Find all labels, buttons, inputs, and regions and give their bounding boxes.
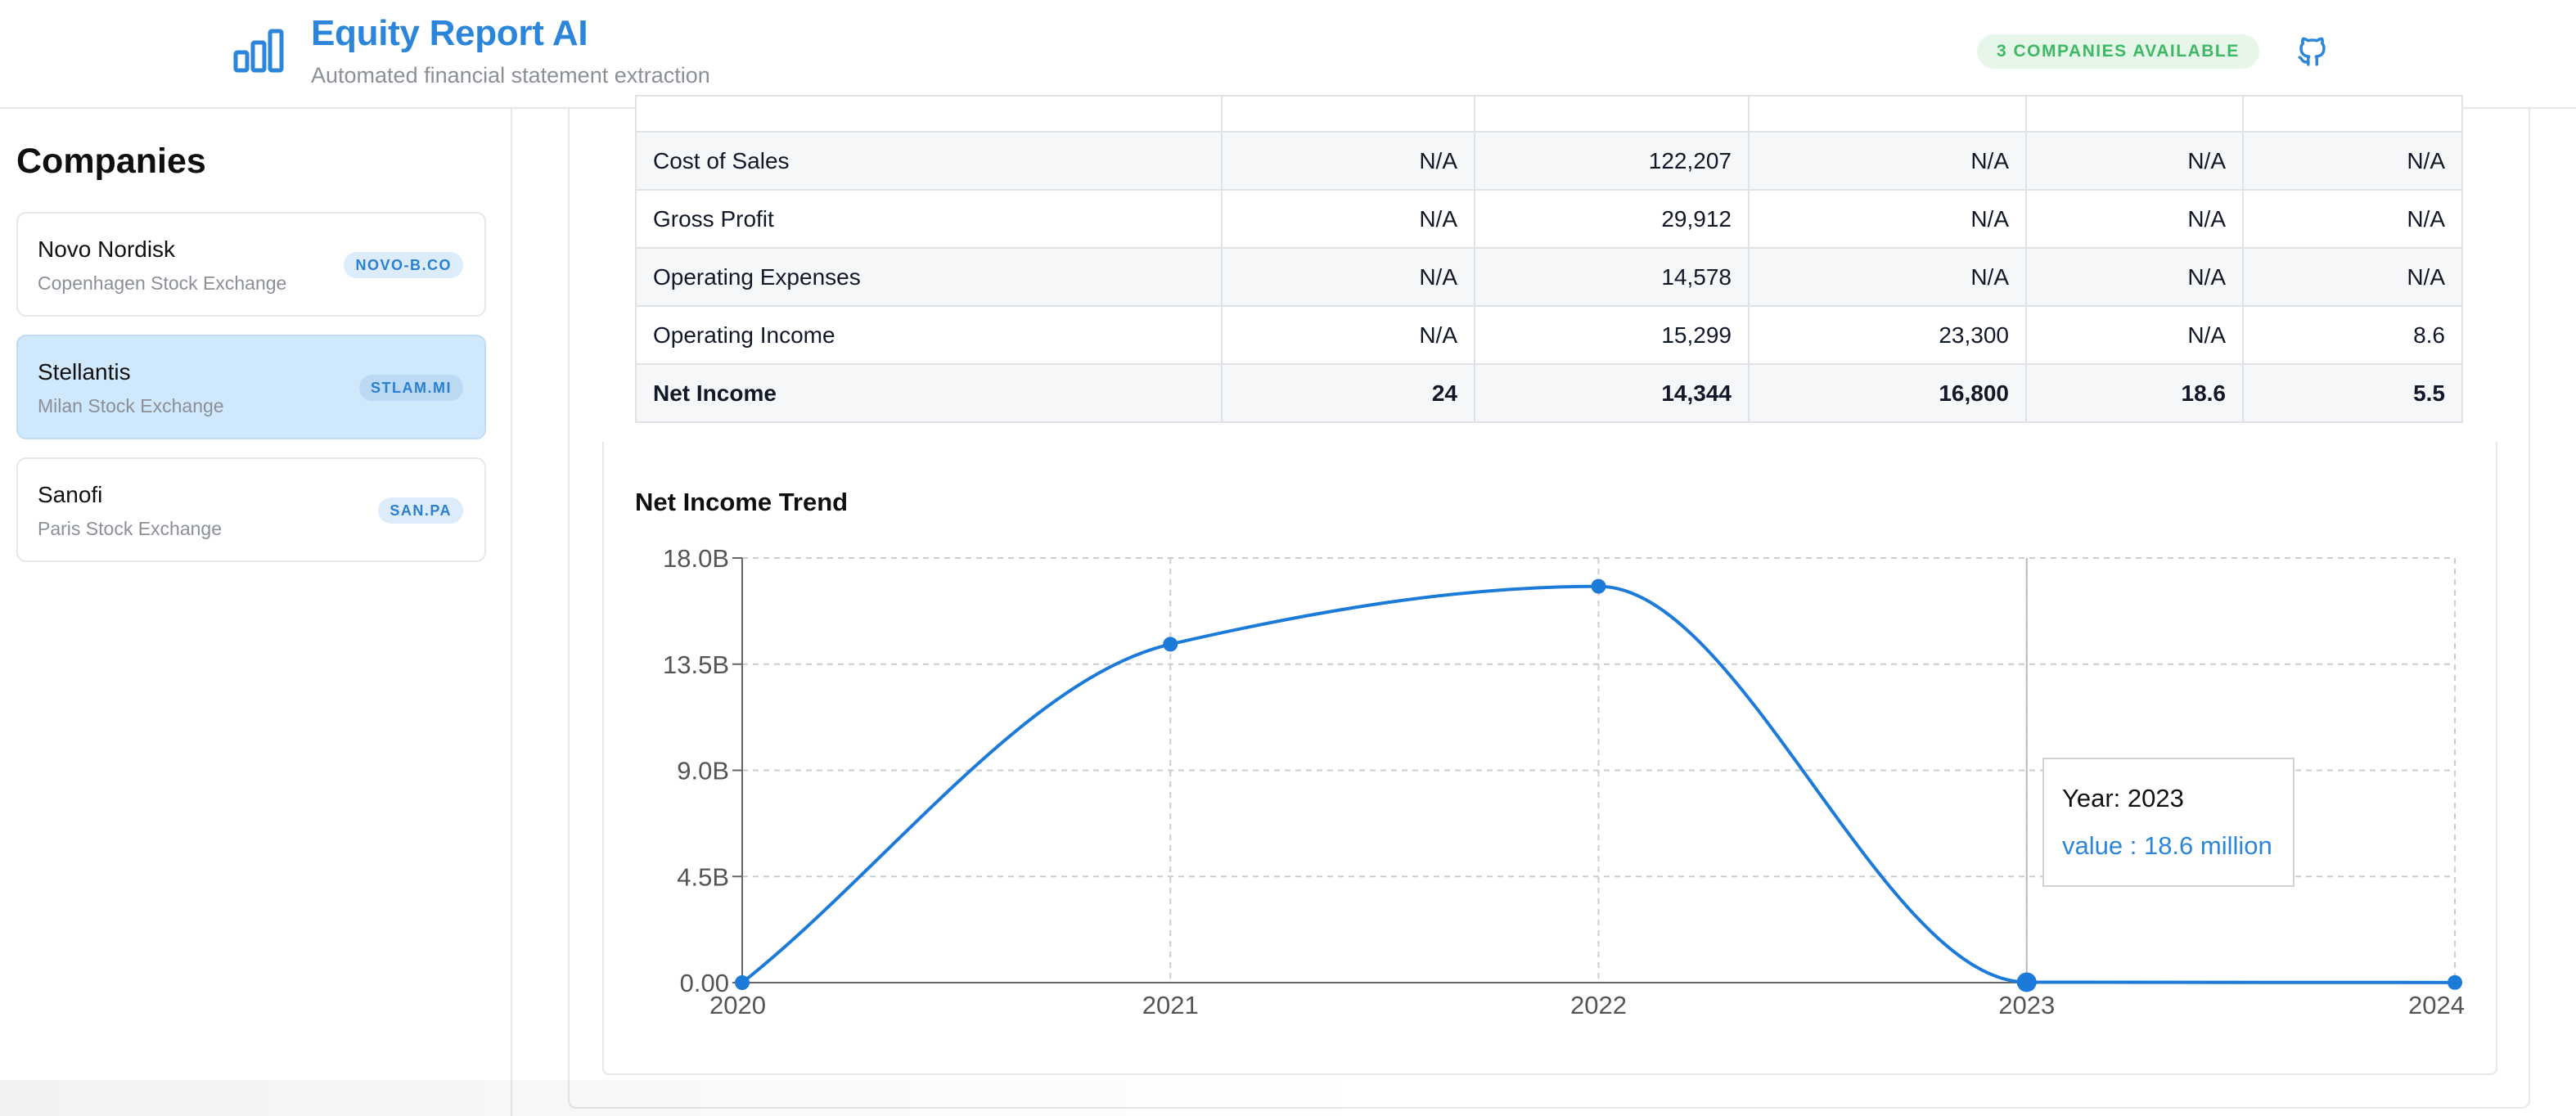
company-name: Stellantis [38,359,131,385]
ticker-badge: NOVO-B.CO [344,252,463,278]
company-exchange: Copenhagen Stock Exchange [38,272,287,294]
app-header: Equity Report AI Automated financial sta… [0,0,2576,109]
value-cell [2242,95,2463,133]
chart-title: Net Income Trend [635,488,849,516]
company-name: Sanofi [38,482,103,507]
companies-sidebar: Companies Novo Nordisk Copenhagen Stock … [0,109,512,1116]
value-cell: N/A [1221,305,1475,365]
value-cell: 5.5 [2242,363,2463,423]
table-row: Cost of Sales N/A 122,207 N/A N/A N/A [635,131,2463,191]
value-cell: N/A [2242,189,2463,249]
value-cell [1474,95,1750,133]
value-cell: N/A [1221,131,1475,191]
value-cell: N/A [1748,247,2027,307]
value-cell: 14,578 [1474,247,1750,307]
value-cell: 23,300 [1748,305,2027,365]
app-title: Equity Report AI [311,13,588,53]
value-cell [1221,95,1475,133]
chart-card [602,442,2497,1075]
value-cell: 18.6 [2025,363,2244,423]
value-cell: N/A [2025,247,2244,307]
metric-cell: Cost of Sales [635,131,1223,191]
chart-tooltip: Year: 2023 value : 18.6 million [2042,758,2295,887]
value-cell: 16,800 [1748,363,2027,423]
app-subtitle: Automated financial statement extraction [311,63,710,88]
table-row: Operating Income N/A 15,299 23,300 N/A 8… [635,305,2463,365]
value-cell: N/A [1748,131,2027,191]
value-cell: 8.6 [2242,305,2463,365]
company-exchange: Milan Stock Exchange [38,395,224,416]
table-row-total: Net Income 24 14,344 16,800 18.6 5.5 [635,363,2463,423]
financials-table: Cost of Sales N/A 122,207 N/A N/A N/A Gr… [635,95,2463,423]
tooltip-value: value : 18.6 million [2062,831,2272,860]
report-panel [568,109,2530,1109]
value-cell: N/A [2025,189,2244,249]
company-exchange: Paris Stock Exchange [38,518,223,539]
company-card-sanofi[interactable]: Sanofi Paris Stock Exchange SAN.PA [16,457,486,562]
company-card-stellantis[interactable]: Stellantis Milan Stock Exchange STLAM.MI [16,335,486,439]
value-cell: N/A [1221,247,1475,307]
table-row: Operating Expenses N/A 14,578 N/A N/A N/… [635,247,2463,307]
bar-chart-icon [233,29,284,73]
table-row [635,95,2463,133]
metric-cell: Gross Profit [635,189,1223,249]
bottom-scroll-shade [0,1080,1391,1116]
value-cell: N/A [2025,131,2244,191]
company-card-novo-nordisk[interactable]: Novo Nordisk Copenhagen Stock Exchange N… [16,212,486,317]
ticker-badge: STLAM.MI [359,375,463,401]
value-cell: 14,344 [1474,363,1750,423]
value-cell: 29,912 [1474,189,1750,249]
metric-cell: Operating Income [635,305,1223,365]
metric-cell [635,95,1223,133]
metric-cell: Operating Expenses [635,247,1223,307]
value-cell: N/A [1221,189,1475,249]
company-name: Novo Nordisk [38,236,176,262]
value-cell [1748,95,2027,133]
value-cell: 24 [1221,363,1475,423]
companies-count-badge: 3 COMPANIES AVAILABLE [1977,34,2259,69]
table-row: Gross Profit N/A 29,912 N/A N/A N/A [635,189,2463,249]
value-cell: N/A [2242,131,2463,191]
value-cell [2025,95,2244,133]
github-icon[interactable] [2295,34,2330,69]
sidebar-title: Companies [16,142,206,181]
value-cell: N/A [2025,305,2244,365]
value-cell: 15,299 [1474,305,1750,365]
tooltip-title: Year: 2023 [2062,784,2184,812]
ticker-badge: SAN.PA [378,497,463,524]
metric-cell: Net Income [635,363,1223,423]
value-cell: N/A [2242,247,2463,307]
value-cell: N/A [1748,189,2027,249]
value-cell: 122,207 [1474,131,1750,191]
